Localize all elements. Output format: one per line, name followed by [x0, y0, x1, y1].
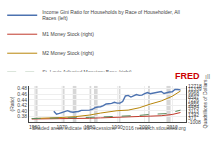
svg-text:12718: 12718: [188, 83, 202, 89]
svg-text:1990: 1990: [112, 124, 123, 130]
svg-text:1980: 1980: [84, 124, 95, 130]
svg-text:371: 371: [188, 115, 197, 121]
svg-text:9968: 9968: [188, 90, 199, 96]
svg-text:0.42: 0.42: [17, 102, 27, 108]
svg-text:0.46: 0.46: [17, 91, 27, 97]
svg-text:1742: 1742: [188, 112, 199, 118]
svg-text:11339: 11339: [188, 86, 202, 92]
svg-text:(Ratio): (Ratio): [9, 96, 15, 111]
svg-text:1970: 1970: [56, 124, 67, 130]
svg-text:Quadrillions of Dollars: Quadrillions of Dollars: [202, 79, 208, 128]
svg-text:8597: 8597: [188, 94, 199, 100]
svg-text:-1008: -1008: [188, 119, 201, 125]
svg-text:ıll: ıll: [205, 73, 211, 80]
svg-text:0.40: 0.40: [17, 108, 27, 114]
svg-text:M2 Money Stock (right): M2 Money Stock (right): [42, 50, 94, 56]
svg-text:0.38: 0.38: [17, 113, 27, 119]
svg-text:2010: 2010: [167, 124, 178, 130]
svg-text:1960: 1960: [29, 124, 40, 130]
svg-text:St. Louis Adjusted Monetary Ba: St. Louis Adjusted Monetary Base (right): [42, 69, 132, 72]
svg-text:M1 Money Stock (right): M1 Money Stock (right): [42, 31, 94, 37]
svg-text:2000: 2000: [139, 124, 150, 130]
svg-text:4484: 4484: [188, 104, 199, 110]
svg-text:3113: 3113: [188, 108, 199, 114]
svg-text:7226: 7226: [188, 97, 199, 103]
svg-text:Shaded areas indicate US reces: Shaded areas indicate US recessions · 20…: [32, 125, 186, 131]
svg-text:FRED: FRED: [175, 71, 200, 81]
svg-text:Income Gini Ratio for Househol: Income Gini Ratio for Households by Race…: [42, 9, 180, 22]
svg-text:0.48: 0.48: [17, 85, 27, 91]
svg-text:5855: 5855: [188, 101, 199, 107]
svg-text:0.44: 0.44: [17, 97, 27, 103]
